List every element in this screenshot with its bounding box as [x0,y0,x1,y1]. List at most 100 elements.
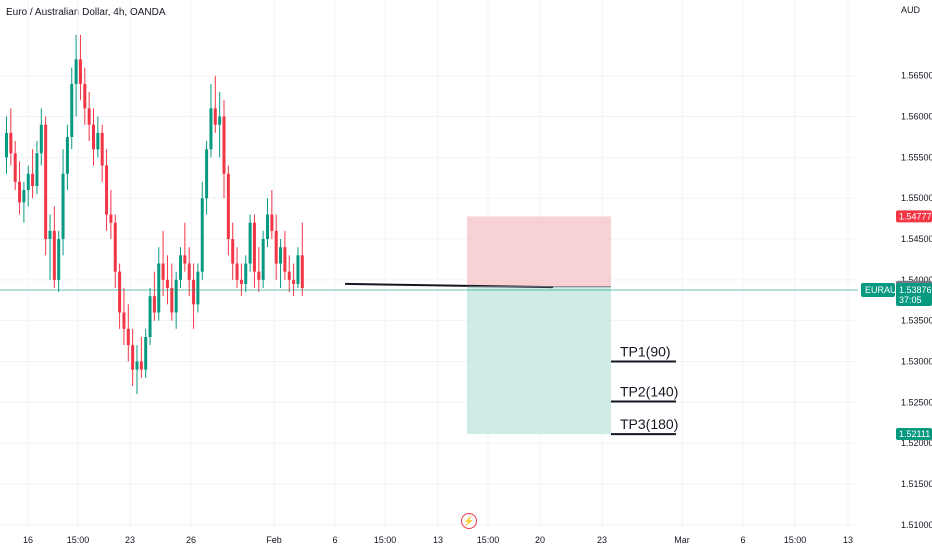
time-axis[interactable]: 16 15:00 23 26 Feb 6 15:00 13 15:00 20 23 Mar 6 15:00… [23,535,853,545]
candle [92,108,95,166]
candle [113,214,117,288]
tp-label-3: TP3(180) [620,416,678,432]
candle [183,222,187,272]
candle [279,239,283,288]
candle [152,271,156,321]
candle [48,214,52,280]
x-tick-label: 13 [433,535,443,545]
stop-price-tag: 1.54777 [896,210,932,223]
candle [65,124,69,191]
x-tick-label: 6 [332,535,337,545]
candle [205,141,209,215]
candle [139,336,143,378]
candle [170,263,174,321]
candle [213,75,217,133]
candles [5,34,304,395]
candle [126,304,130,362]
candle [222,100,226,199]
stop-loss-zone[interactable] [467,216,611,287]
x-tick-label: Feb [266,535,282,545]
candle [22,181,26,223]
x-tick-label: 23 [125,535,135,545]
candle [109,190,113,240]
candle [283,230,287,280]
candle [157,247,161,321]
chart-title: Euro / Australian Dollar, 4h, OANDA [6,7,166,18]
x-tick-label: Mar [674,535,690,545]
candle [87,92,91,142]
candle [9,108,13,166]
svg-text:1.54777: 1.54777 [899,211,932,221]
x-tick-label: 20 [535,535,545,545]
lightning-icon[interactable]: ⚡ [461,513,477,529]
candle [292,263,296,297]
x-tick-label: 26 [186,535,196,545]
y-tick-label: 1.51000 [901,520,932,530]
candle [266,198,269,248]
y-tick-label: 1.53500 [901,316,932,326]
target-price-tag: 1.52111 [896,428,932,441]
candle [57,230,61,293]
take-profit-zone[interactable] [467,286,611,435]
tp-label-1: TP1(90) [620,343,671,359]
candle [296,247,300,288]
candle [52,206,56,288]
candle [78,34,82,101]
candle [231,222,235,280]
candle [74,34,78,117]
y-tick-label: 1.56000 [901,112,932,122]
candle [131,328,135,386]
y-tick-label: 1.52500 [901,397,932,407]
tp-label-2: TP2(140) [620,383,678,399]
candle [61,149,65,256]
x-tick-label: 13 [843,535,853,545]
y-tick-label: 1.55500 [901,152,932,162]
grid-lines [0,0,858,530]
candle [287,255,291,293]
candle [209,83,213,158]
y-tick-label: 1.56500 [901,71,932,81]
x-tick-label: 16 [23,535,33,545]
x-tick-label: 15:00 [67,535,90,545]
candle [239,263,243,297]
candle [192,263,196,329]
candle [270,190,274,240]
overlays: TP1(90) TP2(140) TP3(180) [0,282,858,436]
candle [31,149,35,199]
candle [148,288,152,346]
candle [26,165,30,207]
svg-text:1.52111: 1.52111 [899,429,930,439]
candle [179,247,182,288]
candle [235,247,239,288]
bar-countdown: 37:05 [899,295,922,305]
candle [165,255,169,305]
current-price-value: 1.53876 [899,285,932,295]
candle [13,141,17,191]
candle [44,116,48,256]
candle [70,67,74,150]
candle [144,328,148,378]
candle [174,271,178,329]
x-tick-label: 15:00 [374,535,397,545]
y-tick-label: 1.55000 [901,193,932,203]
candle [196,263,200,313]
candle [100,124,104,182]
candle [35,141,39,195]
y-tick-label: 1.54000 [901,275,932,285]
currency-label: AUD [901,5,921,15]
price-axis[interactable]: AUD 1.56500 1.56000 1.55500 1.55000 1.54500 1… [901,5,932,530]
candle [261,230,265,288]
candle [18,161,22,215]
symbol-label: EURAUD [865,285,904,295]
candle [39,108,43,166]
candle [96,116,100,158]
candle [218,92,222,158]
candle [274,214,278,280]
y-tick-label: 1.51500 [901,479,932,489]
candle [300,222,304,297]
candle [252,214,256,288]
candle [135,345,139,395]
